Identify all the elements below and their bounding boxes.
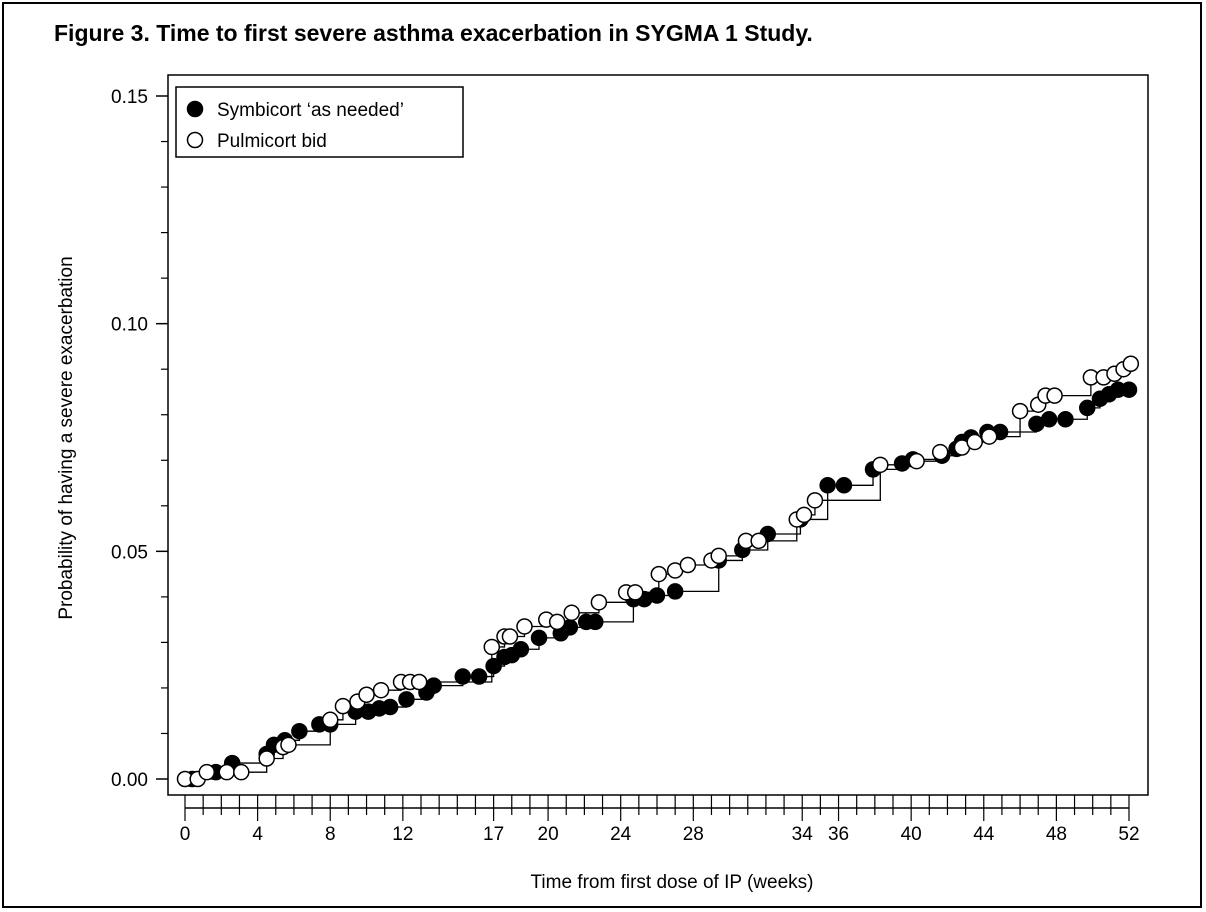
y-axis: 0.00 0.05 0.10 0.15 — [111, 87, 168, 791]
x-tick-label: 4 — [252, 824, 263, 845]
legend-label-symbicort: Symbicort ‘as needed’ — [217, 100, 404, 121]
symbicort-marker — [666, 583, 684, 600]
symbicort-marker — [485, 657, 502, 675]
pulmicort-marker — [410, 673, 428, 691]
pulmicort-marker — [334, 697, 352, 715]
symbicort-marker — [381, 698, 399, 716]
symbicort-marker — [454, 668, 472, 685]
symbicort-marker — [819, 477, 836, 494]
symbicort-marker — [1120, 381, 1138, 398]
legend-marker-symbicort — [186, 100, 204, 118]
x-tick-label: 40 — [901, 824, 922, 845]
pulmicort-marker — [679, 556, 697, 574]
x-axis-label: Time from first dose of IP (weeks) — [531, 872, 814, 893]
x-tick-label: 44 — [973, 824, 995, 845]
y-tick-label: 0.00 — [111, 770, 148, 791]
pulmicort-marker — [516, 618, 533, 635]
pulmicort-marker — [321, 711, 339, 729]
pulmicort-marker — [710, 547, 727, 565]
pulmicort-marker — [563, 604, 580, 622]
pulmicort-marker — [931, 443, 949, 461]
x-tick-label: 12 — [392, 824, 413, 845]
pulmicort-marker — [1046, 387, 1063, 404]
x-tick-label: 20 — [538, 824, 559, 845]
symbicort-marker — [470, 668, 488, 685]
pulmicort-marker — [1011, 402, 1029, 420]
figure-title: Figure 3. Time to first severe asthma ex… — [54, 20, 813, 46]
pulmicort-marker — [372, 681, 390, 699]
pulmicort-marker — [198, 763, 216, 781]
pulmicort-marker — [548, 613, 566, 631]
pulmicort-marker — [980, 428, 998, 445]
pulmicort-marker — [483, 638, 501, 656]
pulmicort-marker — [280, 736, 297, 754]
pulmicort-marker — [908, 452, 925, 470]
symbicort-marker — [425, 677, 442, 694]
plot-frame — [167, 74, 1149, 796]
x-tick-label: 0 — [180, 824, 191, 845]
symbicort-marker — [398, 691, 415, 708]
x-axis: 0 4 8 12 17 20 24 28 34 36 40 44 48 52 — [180, 795, 1140, 845]
y-axis-label: Probability of having a severe exacerbat… — [56, 256, 77, 619]
x-tick-label: 48 — [1046, 824, 1067, 845]
pulmicort-marker — [1122, 355, 1140, 372]
symbicort-marker — [1040, 411, 1058, 428]
symbicort-marker — [587, 613, 604, 631]
pulmicort-marker — [966, 433, 983, 451]
series-layer — [176, 355, 1140, 788]
symbicort-marker — [530, 629, 548, 647]
legend-label-pulmicort: Pulmicort bid — [217, 131, 327, 152]
pulmicort-marker — [650, 565, 668, 583]
y-tick-label: 0.05 — [111, 542, 148, 563]
pulmicort-marker — [258, 750, 275, 767]
pulmicort-marker — [750, 532, 767, 550]
symbicort-marker — [648, 587, 666, 604]
pulmicort-marker — [626, 584, 644, 601]
pulmicort-marker — [501, 628, 519, 645]
legend-box — [175, 86, 464, 158]
pulmicort-marker — [806, 492, 824, 509]
x-tick-label: 8 — [325, 824, 336, 845]
pulmicort-marker — [218, 763, 236, 781]
x-tick-label: 28 — [683, 824, 704, 845]
x-tick-label: 24 — [610, 824, 632, 845]
symbicort-marker — [1057, 411, 1074, 428]
x-tick-label: 36 — [828, 824, 849, 845]
symbicort-marker — [1078, 399, 1096, 417]
pulmicort-marker — [358, 686, 375, 704]
symbicort-marker — [512, 640, 530, 658]
symbicort-marker — [835, 477, 853, 494]
pulmicort-marker — [795, 506, 813, 524]
pulmicort-marker — [872, 456, 889, 474]
symbicort-marker — [291, 722, 308, 740]
y-tick-label: 0.15 — [111, 87, 148, 108]
legend-marker-pulmicort — [186, 131, 204, 149]
legend: Symbicort ‘as needed’ Pulmicort bid — [175, 86, 464, 158]
pulmicort-marker — [590, 594, 608, 611]
x-tick-label: 17 — [483, 824, 504, 845]
pulmicort-marker — [233, 763, 250, 781]
x-tick-label: 34 — [792, 824, 814, 845]
y-tick-label: 0.10 — [111, 315, 148, 336]
x-tick-label: 52 — [1118, 824, 1139, 845]
